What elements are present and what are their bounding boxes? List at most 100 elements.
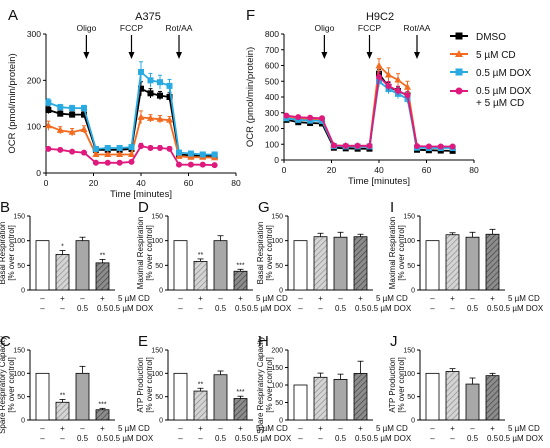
cd-sign: –	[298, 424, 303, 433]
bar	[446, 371, 459, 420]
series-line	[48, 149, 84, 153]
legend: DMSO 5 µM CD 0.5 µM DOX 0.5 µM DOX + 5 µ…	[450, 32, 532, 109]
dox-sign: 0.5	[77, 434, 89, 443]
data-point	[167, 83, 173, 89]
cd-sign: –	[178, 424, 183, 433]
y-axis-label: Spare Respiratory Capacity	[256, 336, 265, 434]
cd-sign: –	[430, 294, 435, 303]
legend-label: 0.5 µM DOX	[476, 68, 532, 79]
series	[45, 62, 217, 158]
series-line	[334, 148, 370, 149]
data-point	[343, 143, 349, 149]
dox-sign: 0.5	[215, 434, 227, 443]
significance-marker: ***	[236, 389, 244, 396]
bar	[234, 399, 247, 420]
series	[283, 59, 456, 150]
data-point	[148, 145, 154, 151]
dox-sign: –	[450, 304, 455, 313]
legend-square-marker	[456, 69, 463, 76]
cd-sign: +	[238, 294, 243, 303]
dox-sign: –	[198, 304, 203, 313]
data-point	[117, 145, 123, 151]
y-axis-label-unit: [% over control]	[7, 225, 16, 281]
cd-sign: –	[40, 424, 45, 433]
bar	[174, 373, 187, 420]
data-point	[212, 162, 218, 168]
cd-sign: +	[198, 294, 203, 303]
y-tick-label: 400	[265, 92, 279, 102]
x-tick-label: 0	[282, 165, 287, 175]
dox-row-label: 0.5 µM DOX	[499, 304, 544, 313]
data-point	[395, 88, 401, 94]
bar	[194, 261, 207, 290]
bar	[174, 241, 187, 290]
data-point	[167, 146, 173, 152]
cd-sign: +	[450, 294, 455, 303]
data-point	[376, 62, 383, 69]
panel-letter: B	[0, 199, 10, 216]
bar	[294, 385, 307, 420]
cd-sign: +	[490, 424, 495, 433]
injection-arrowhead	[321, 52, 327, 59]
y-tick-label: 150	[151, 348, 163, 355]
data-point	[45, 107, 51, 113]
data-point	[426, 143, 432, 149]
legend-square-marker	[456, 33, 463, 40]
dox-sign: –	[430, 434, 435, 443]
y-axis-label: Basal Respiration	[0, 222, 7, 285]
dox-sign: –	[298, 434, 303, 443]
cd-sign: –	[40, 294, 45, 303]
significance-marker: **	[198, 252, 204, 259]
y-tick-label: 50	[275, 263, 283, 270]
legend-label: 0.5 µM DOX	[476, 86, 532, 97]
dox-sign: 0.5	[77, 304, 89, 313]
panel-letter: A	[8, 7, 18, 24]
cd-sign: –	[298, 294, 303, 303]
data-point	[200, 151, 206, 157]
series-line	[417, 150, 453, 151]
x-tick-label: 80	[231, 178, 241, 188]
cd-sign: +	[358, 424, 363, 433]
injection-arrowhead	[176, 52, 182, 59]
dox-row-label: 0.5 µM DOX	[247, 434, 292, 443]
cd-sign: +	[318, 294, 323, 303]
x-tick-label: 20	[327, 165, 337, 175]
series-line	[141, 89, 170, 97]
bar	[36, 241, 49, 290]
chart-title: A375	[135, 11, 161, 23]
data-point	[188, 162, 194, 168]
data-point	[45, 100, 51, 106]
series-line	[141, 117, 170, 120]
x-tick-label: 80	[469, 165, 479, 175]
cd-sign: –	[470, 294, 475, 303]
dox-sign: 0.5	[97, 304, 109, 313]
data-point	[157, 79, 163, 85]
y-tick-label: 300	[265, 108, 279, 118]
data-point	[148, 77, 154, 83]
data-point	[148, 90, 154, 96]
injection-label: Rot/AA	[166, 23, 193, 33]
dox-sign: –	[450, 434, 455, 443]
y-tick-label: 0	[279, 288, 283, 295]
bar	[214, 241, 227, 290]
y-tick-label: 200	[265, 124, 279, 134]
y-tick-label: 50	[155, 263, 163, 270]
dox-sign: 0.5	[335, 434, 347, 443]
panel-letter: F	[246, 7, 255, 24]
panel-letter: G	[258, 199, 270, 216]
dox-sign: 0.5	[235, 304, 247, 313]
y-axis-label: Maximal Respiration	[136, 217, 145, 289]
significance-marker: *	[61, 244, 64, 251]
bar	[334, 379, 347, 420]
data-point	[93, 146, 99, 152]
data-point	[319, 115, 325, 121]
data-point	[438, 143, 444, 149]
y-tick-label: 150	[403, 348, 415, 355]
dox-sign: –	[40, 434, 45, 443]
y-tick-label: 500	[265, 76, 279, 86]
y-tick-label: 0	[411, 288, 415, 295]
legend-item-cd: 5 µM CD	[450, 50, 516, 61]
bar	[466, 384, 479, 420]
significance-marker: **	[100, 252, 106, 259]
